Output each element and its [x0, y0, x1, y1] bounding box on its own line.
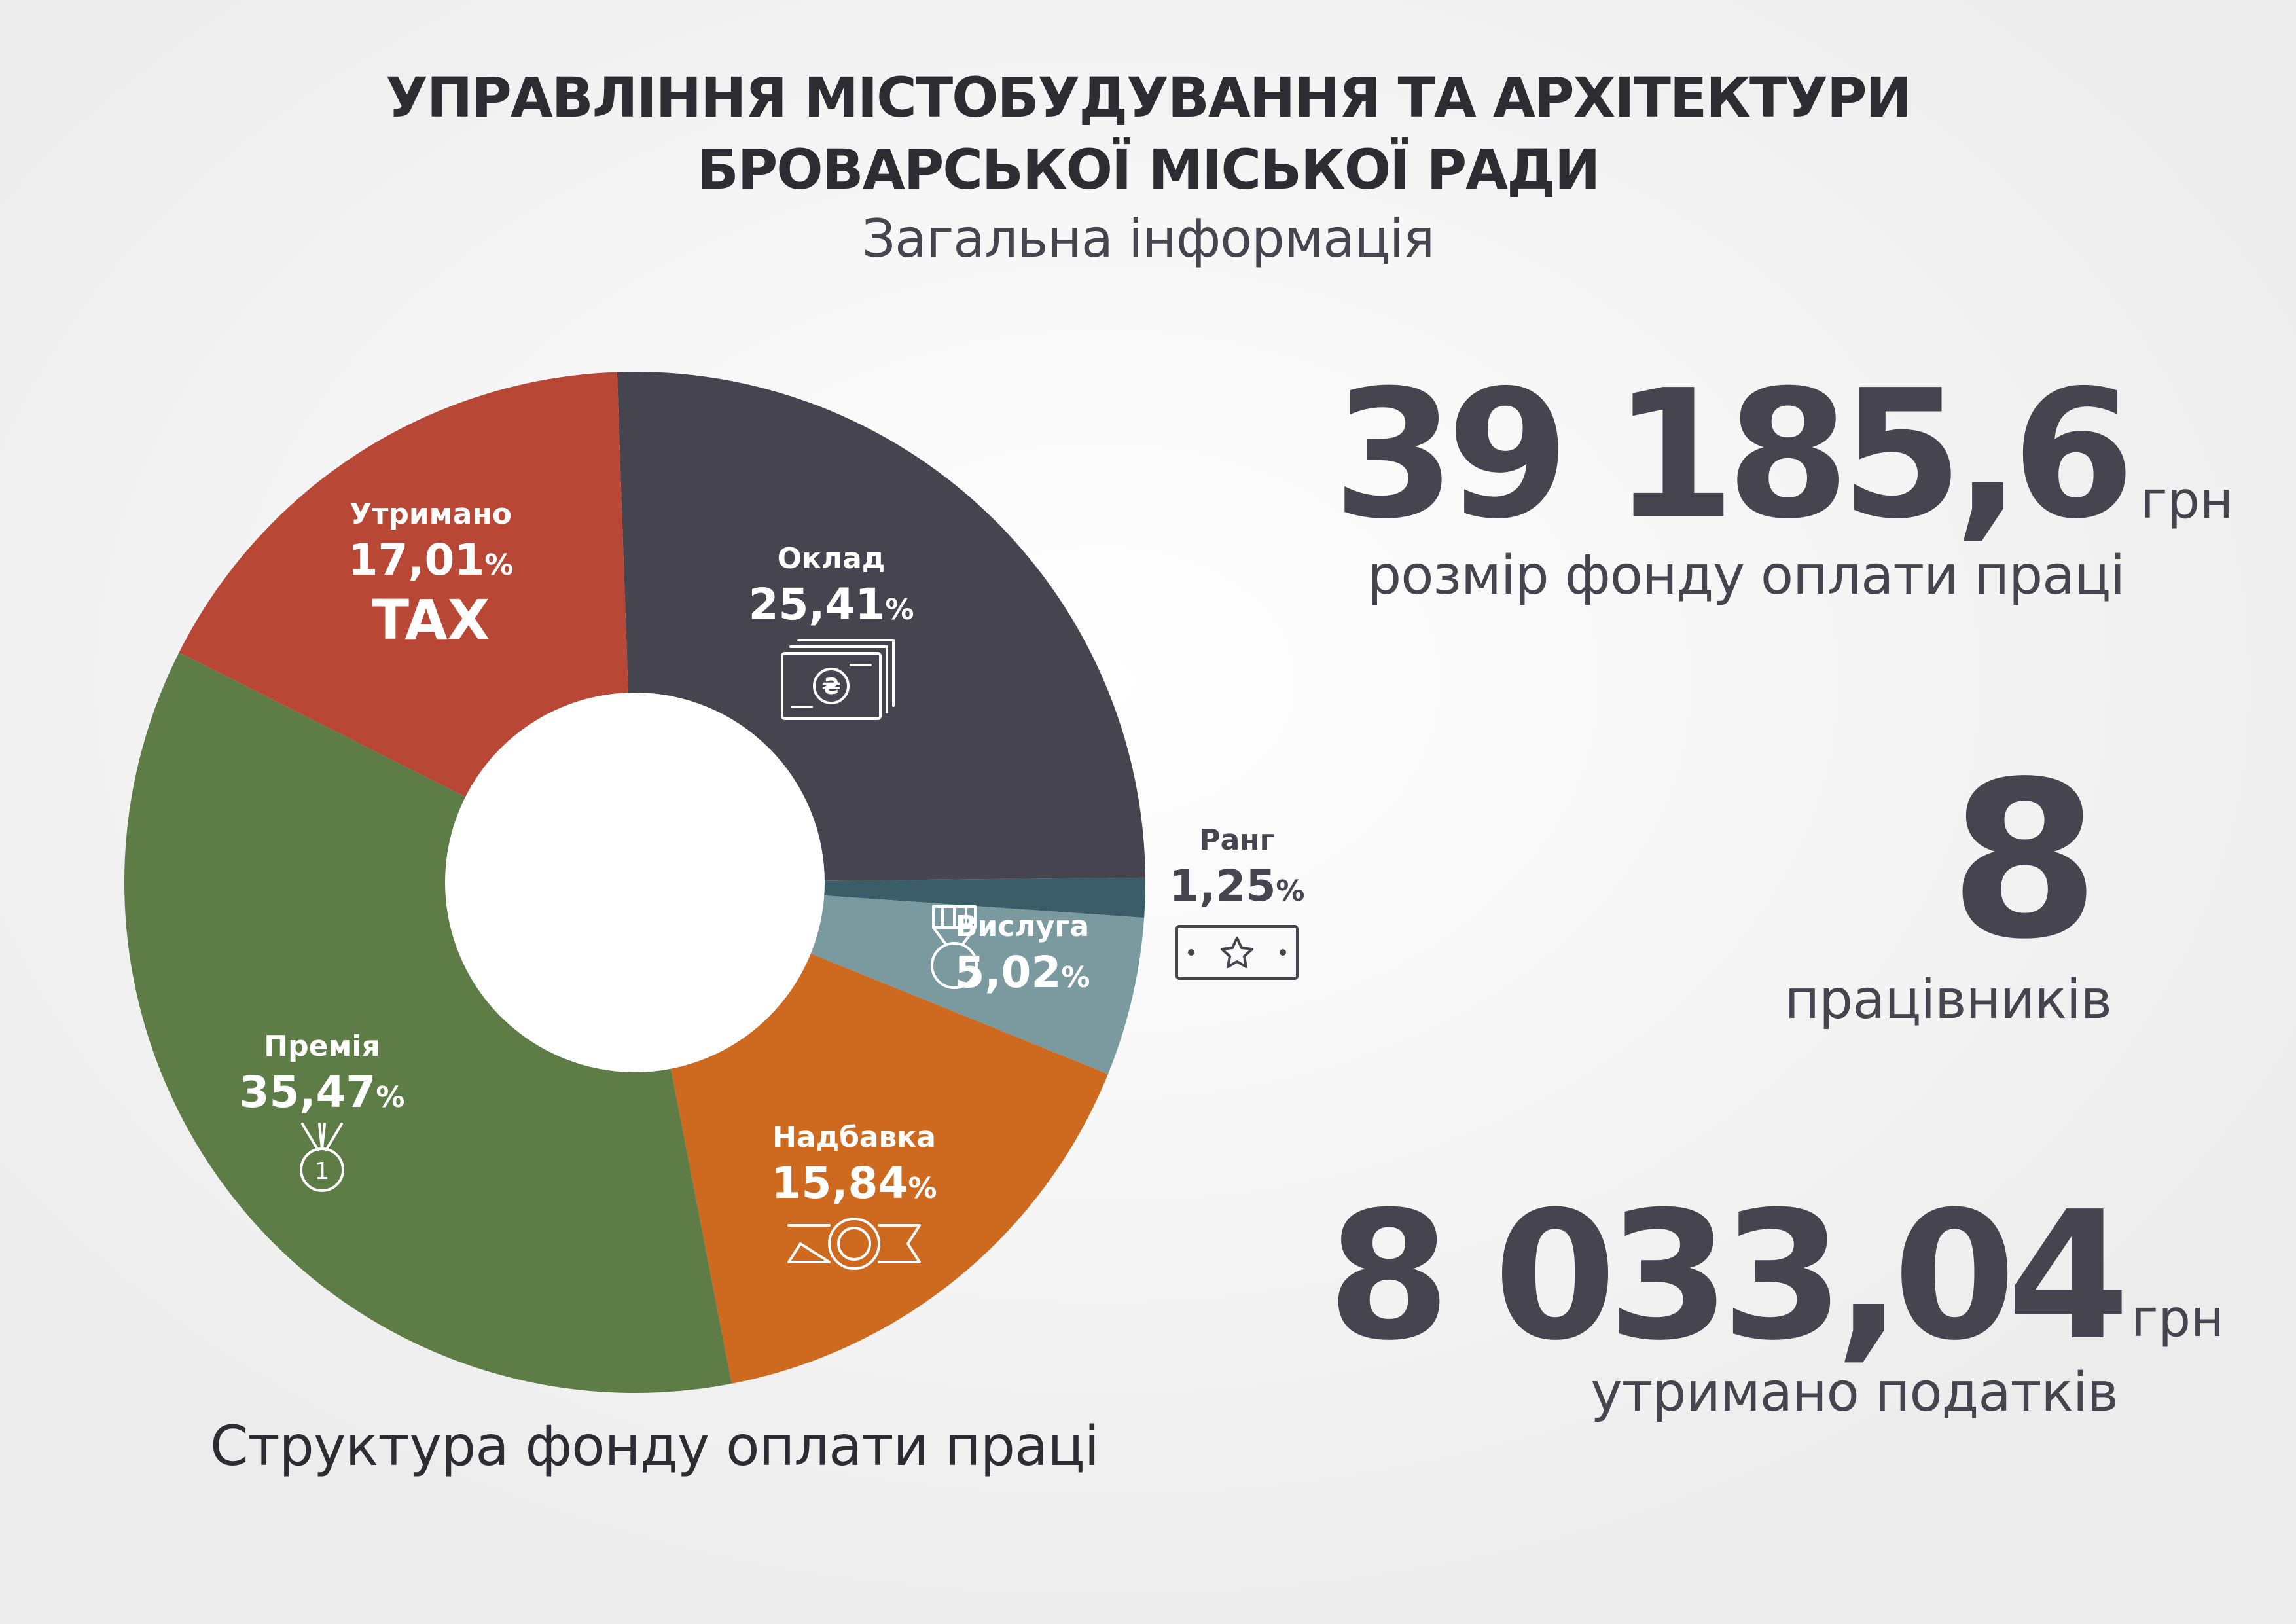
taxes-withheld-description: утримано податків — [1590, 1362, 2119, 1424]
workers-count-description: працівників — [1784, 969, 2112, 1031]
slice-label-name: Надбавка — [772, 1121, 936, 1154]
slice-label-value: 1,25% — [1170, 861, 1305, 911]
banknote-icon: ₴ — [781, 639, 895, 720]
slice-label-value: 15,84% — [772, 1158, 937, 1208]
fund-total-description: розмір фонду оплати праці — [1367, 545, 2125, 607]
slice-label-name: Премія — [264, 1030, 380, 1063]
slice-label-name: Вислуга — [956, 910, 1089, 943]
fund-total-unit: грн — [2140, 471, 2234, 530]
page-title-line-2: БРОВАРСЬКОЇ МІСЬКОЇ РАДИ — [696, 137, 1601, 202]
slice-label-name: Ранг — [1199, 823, 1274, 857]
chart-caption: Структура фонду оплати праці — [209, 1414, 1100, 1478]
medal-icon — [931, 905, 978, 989]
svg-text:₴: ₴ — [821, 674, 840, 700]
page-subtitle: Загальна інформація — [861, 208, 1435, 269]
slice-label-value: 35,47% — [240, 1067, 405, 1117]
payroll-structure-donut-chart: Оклад 25,41% ₴ Ранг 1,25% Вислуга 5,02% Надбавк… — [124, 372, 1305, 1393]
slice-label-value: 5,02% — [955, 947, 1090, 998]
ribbon-badge-icon — [787, 1218, 921, 1270]
taxes-withheld-unit: грн — [2131, 1290, 2225, 1348]
donut-hole — [445, 693, 825, 1072]
first-place-medal-icon: 1 — [300, 1123, 344, 1192]
slice-label-value: 25,41% — [749, 579, 914, 630]
page-title-line-1: УПРАВЛІННЯ МІСТОБУДУВАННЯ ТА АРХІТЕКТУРИ — [386, 65, 1912, 130]
slice-label-value: 17,01% — [348, 535, 514, 585]
rank-star-icon — [1175, 925, 1299, 980]
taxes-withheld-value: 8 033,04 — [1327, 1173, 2130, 1379]
slice-label-name: Утримано — [350, 497, 512, 531]
workers-count-value: 8 — [1949, 735, 2100, 986]
slice-5 — [124, 652, 732, 1393]
slice-label-name: Оклад — [778, 542, 886, 575]
svg-text:1: 1 — [315, 1158, 330, 1185]
fund-total-value: 39 185,6 — [1333, 352, 2135, 558]
slice-label-extra: TAX — [372, 588, 490, 652]
